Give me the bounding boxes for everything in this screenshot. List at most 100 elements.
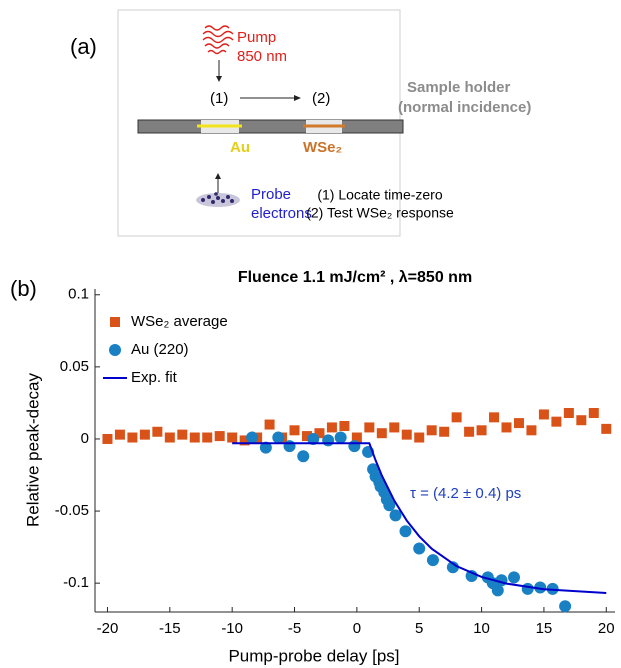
au-label: Au <box>230 139 250 156</box>
square-point <box>526 425 537 436</box>
circle-point <box>246 431 259 444</box>
circle-point <box>297 450 310 463</box>
square-point <box>401 429 412 440</box>
circle-point <box>491 584 504 597</box>
circle-point <box>413 542 426 555</box>
sample-holder <box>137 119 404 134</box>
square-point <box>426 425 437 436</box>
legend-label: Au (220) <box>131 341 189 358</box>
square-point <box>351 432 362 443</box>
x-tick-label: 20 <box>598 620 615 637</box>
square-point <box>139 429 150 440</box>
square-point <box>227 432 238 443</box>
square-point <box>563 408 574 419</box>
note1: (1) Locate time-zero <box>317 187 442 203</box>
square-point <box>214 431 225 442</box>
y-tick-label: 0 <box>81 430 89 447</box>
square-point <box>301 431 312 442</box>
x-tick-label: -20 <box>97 620 119 637</box>
probe-electrons <box>201 192 234 204</box>
circle-point <box>446 561 459 574</box>
y-tick-label: 0.1 <box>68 286 89 303</box>
circle-point <box>307 432 320 445</box>
circle-point <box>399 525 412 538</box>
chart-title: Fluence 1.1 mJ/cm² , λ=850 nm <box>238 269 472 286</box>
y-tick-label: -0.05 <box>55 502 89 519</box>
square-point <box>127 432 138 443</box>
square-point <box>476 425 487 436</box>
square-point <box>239 435 250 446</box>
square-point <box>389 422 400 433</box>
x-tick-label: 10 <box>473 620 490 637</box>
circle-point <box>521 582 534 595</box>
panel-label: (a) <box>70 34 97 59</box>
pump-wavelength: 850 nm <box>237 48 287 65</box>
square-point <box>339 420 350 431</box>
square-point <box>326 422 337 433</box>
square-point <box>414 432 425 443</box>
y-tick-label: 0.05 <box>60 358 89 375</box>
probe-label: Probe <box>251 186 291 203</box>
square-point <box>289 425 300 436</box>
square-point <box>102 433 113 444</box>
annotation: τ = (4.2 ± 0.4) ps <box>410 485 521 502</box>
pump-label: Pump <box>237 29 276 46</box>
square-point <box>501 422 512 433</box>
circle-point <box>259 441 272 454</box>
wse2-label: WSe₂ <box>303 139 342 156</box>
square-point <box>538 409 549 420</box>
square-point <box>376 428 387 439</box>
holder-label: Sample holder <box>407 79 511 96</box>
legend-label: WSe₂ average <box>131 313 228 330</box>
circle-point <box>383 499 396 512</box>
square-point <box>202 432 213 443</box>
square-point <box>164 432 175 443</box>
square-point <box>588 408 599 419</box>
step-arrow-head <box>294 95 301 101</box>
square-point <box>601 423 612 434</box>
square-point <box>439 426 450 437</box>
x-tick-label: 5 <box>415 620 423 637</box>
square-point <box>114 429 125 440</box>
circle-point <box>283 440 296 453</box>
x-tick-label: 15 <box>536 620 553 637</box>
square-point <box>189 432 200 443</box>
panel-label: (b) <box>10 276 37 301</box>
square-point <box>364 422 375 433</box>
holder-note: (normal incidence) <box>398 99 531 116</box>
step1: (1) <box>210 90 228 107</box>
circle-point <box>272 431 285 444</box>
legend-swatch <box>110 317 120 327</box>
square-point <box>489 412 500 423</box>
x-axis-label: Pump-probe delay [ps] <box>228 646 399 665</box>
pump-pulse <box>202 25 234 55</box>
x-tick-label: 0 <box>353 620 361 637</box>
probe-arrow-head <box>215 173 221 179</box>
y-axis-label: Relative peak-decay <box>23 372 42 527</box>
probe-label-2: electrons <box>251 205 312 222</box>
circle-point <box>389 509 402 522</box>
circle-point <box>534 581 547 594</box>
x-tick-label: -15 <box>159 620 181 637</box>
square-point <box>513 418 524 429</box>
fit-line <box>232 442 607 594</box>
square-point <box>451 412 462 423</box>
circle-point <box>559 600 572 613</box>
circle-point <box>348 440 361 453</box>
legend-label: Exp. fit <box>131 369 178 386</box>
y-tick-label: -0.1 <box>63 574 89 591</box>
legend-swatch <box>109 344 121 356</box>
circle-point <box>426 554 439 567</box>
square-point <box>177 429 188 440</box>
circle-point <box>334 431 347 444</box>
x-tick-label: -5 <box>288 620 301 637</box>
square-point <box>264 419 275 430</box>
square-point <box>551 416 562 427</box>
pump-arrow-head <box>216 76 222 82</box>
square-point <box>464 426 475 437</box>
square-point <box>576 415 587 426</box>
circle-point <box>322 434 335 447</box>
square-point <box>152 426 163 437</box>
